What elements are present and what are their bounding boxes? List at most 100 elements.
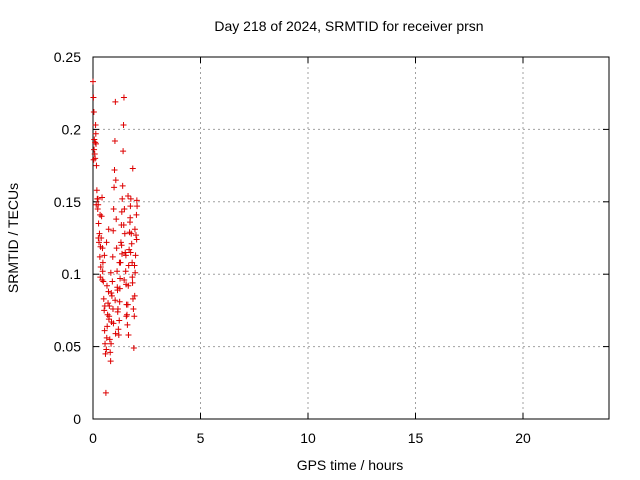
data-point bbox=[99, 276, 106, 283]
data-point bbox=[103, 346, 110, 353]
data-point bbox=[126, 246, 133, 253]
data-point bbox=[103, 239, 110, 246]
data-point bbox=[102, 340, 109, 347]
data-point bbox=[125, 282, 132, 289]
data-point bbox=[114, 284, 121, 291]
data-point bbox=[125, 193, 132, 200]
data-point bbox=[92, 130, 99, 137]
data-point bbox=[103, 282, 110, 289]
data-point bbox=[90, 94, 97, 101]
data-point bbox=[114, 268, 121, 275]
data-point bbox=[112, 297, 119, 304]
data-point bbox=[105, 226, 112, 233]
data-point bbox=[125, 332, 132, 339]
data-point bbox=[97, 211, 104, 218]
x-tick-label: 5 bbox=[197, 430, 205, 446]
data-point bbox=[101, 252, 108, 259]
grid-lines bbox=[93, 57, 609, 419]
data-point bbox=[133, 211, 140, 218]
data-point bbox=[118, 242, 125, 249]
data-point bbox=[133, 197, 140, 204]
data-point bbox=[131, 262, 138, 269]
data-point bbox=[111, 166, 118, 173]
data-point bbox=[106, 336, 113, 343]
data-point bbox=[122, 268, 129, 275]
data-point bbox=[121, 230, 128, 237]
y-tick-label: 0.2 bbox=[62, 121, 82, 137]
data-point bbox=[122, 252, 129, 259]
data-point bbox=[127, 203, 134, 210]
y-tick-label: 0.1 bbox=[62, 266, 82, 282]
data-point bbox=[132, 252, 139, 259]
data-point bbox=[119, 182, 126, 189]
data-point bbox=[116, 285, 123, 292]
data-point bbox=[90, 109, 97, 116]
data-point bbox=[92, 139, 99, 146]
data-point bbox=[121, 276, 128, 283]
data-point bbox=[121, 206, 128, 213]
data-point bbox=[90, 156, 97, 163]
data-point bbox=[133, 236, 140, 243]
data-point bbox=[95, 235, 102, 241]
data-point bbox=[115, 332, 122, 339]
data-point bbox=[109, 305, 116, 312]
data-point bbox=[124, 301, 131, 308]
data-point bbox=[120, 122, 127, 129]
data-point bbox=[122, 249, 129, 256]
data-point bbox=[106, 313, 113, 320]
data-point bbox=[105, 300, 112, 307]
x-tick-label: 15 bbox=[408, 430, 424, 446]
data-point bbox=[123, 313, 130, 320]
data-point bbox=[108, 290, 115, 297]
data-point bbox=[129, 274, 136, 281]
data-point bbox=[101, 307, 108, 314]
data-point bbox=[113, 245, 120, 252]
data-point bbox=[109, 278, 116, 285]
data-point bbox=[93, 187, 100, 194]
data-point bbox=[101, 327, 108, 334]
data-point bbox=[97, 243, 104, 250]
data-point bbox=[90, 78, 96, 85]
axis-ticks: 0 5 10 15 20 0 0.05 0.1 0.15 0.2 0.25 bbox=[54, 49, 609, 446]
y-tick-label: 0.15 bbox=[54, 194, 81, 210]
data-point bbox=[108, 292, 115, 299]
data-point bbox=[108, 340, 115, 347]
data-point bbox=[103, 334, 110, 341]
data-point bbox=[104, 311, 111, 318]
data-point bbox=[127, 249, 134, 256]
data-point bbox=[95, 220, 102, 227]
data-point bbox=[120, 221, 127, 228]
data-point bbox=[97, 263, 104, 270]
data-point bbox=[105, 288, 112, 295]
data-point bbox=[96, 253, 103, 260]
data-point bbox=[116, 298, 123, 305]
data-point bbox=[99, 194, 106, 201]
data-point bbox=[131, 313, 138, 320]
data-point bbox=[134, 203, 141, 210]
data-point bbox=[110, 320, 117, 327]
data-point bbox=[115, 326, 122, 333]
data-point bbox=[132, 269, 139, 276]
data-point bbox=[120, 148, 127, 155]
data-point bbox=[116, 259, 123, 266]
data-point bbox=[110, 227, 117, 234]
y-tick-label: 0.05 bbox=[54, 339, 81, 355]
data-point bbox=[100, 278, 107, 285]
data-point bbox=[104, 323, 111, 330]
data-point bbox=[96, 239, 103, 246]
x-tick-label: 0 bbox=[89, 430, 97, 446]
data-point bbox=[116, 317, 123, 324]
data-point bbox=[109, 253, 116, 260]
data-point bbox=[113, 216, 120, 223]
data-point bbox=[99, 268, 106, 275]
data-point bbox=[112, 98, 119, 105]
data-point bbox=[123, 311, 130, 318]
data-point bbox=[128, 230, 135, 237]
data-point bbox=[111, 184, 118, 191]
chart-title: Day 218 of 2024, SRMTID for receiver prs… bbox=[214, 18, 483, 34]
data-point bbox=[127, 195, 134, 202]
data-point bbox=[93, 201, 100, 208]
data-point bbox=[112, 177, 119, 184]
data-point bbox=[125, 262, 132, 269]
